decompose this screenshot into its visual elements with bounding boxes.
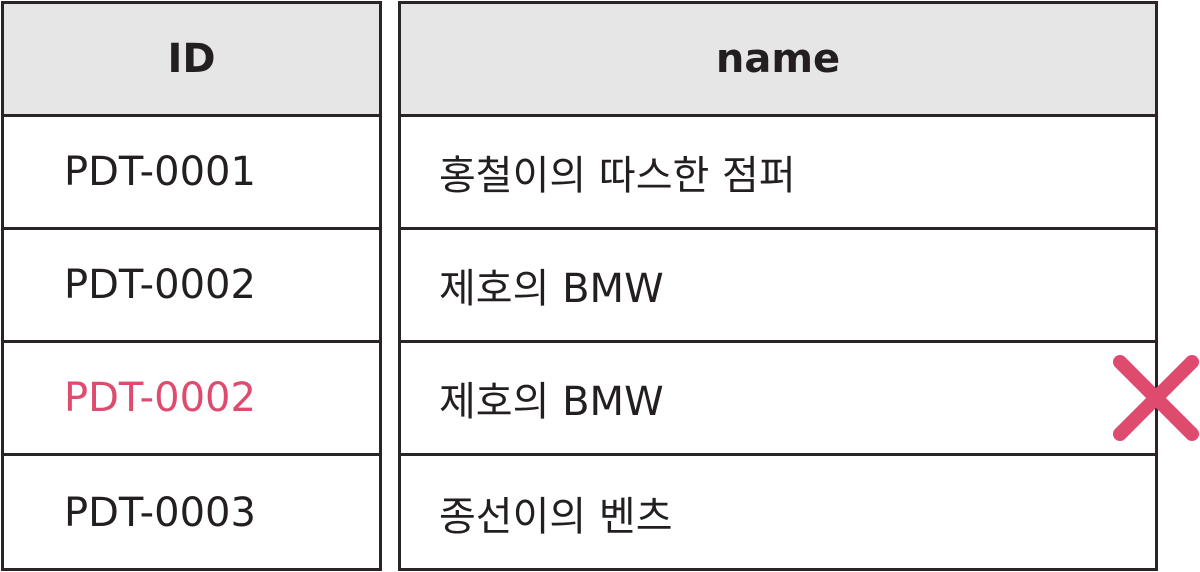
- name-table: name 홍철이의 따스한 점퍼 제호의 BMW 제호의 BMW 종선이의 벤츠: [398, 1, 1158, 571]
- x-mark-icon: [1113, 355, 1199, 441]
- id-header: ID: [4, 4, 379, 117]
- name-cell: 종선이의 벤츠: [439, 493, 673, 540]
- name-header: name: [401, 4, 1155, 117]
- id-table: ID PDT-0001 PDT-0002 PDT-0002 PDT-0003: [1, 1, 382, 571]
- name-cell: 제호의 BMW: [401, 230, 1155, 343]
- id-cell: PDT-0003: [64, 489, 256, 536]
- name-cell: 홍철이의 따스한 점퍼: [401, 117, 1155, 230]
- id-cell: PDT-0002: [4, 230, 379, 343]
- id-cell: PDT-0001: [4, 117, 379, 230]
- name-cell: 제호의 BMW: [401, 343, 1155, 456]
- id-cell-duplicate: PDT-0002: [4, 343, 379, 456]
